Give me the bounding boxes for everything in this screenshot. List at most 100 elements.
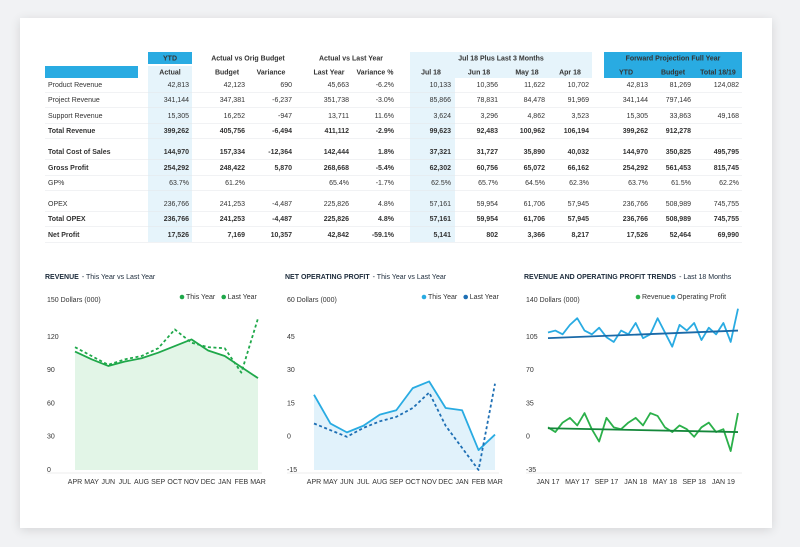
cell: 236,766: [623, 201, 648, 208]
x-tick-label: MAR: [250, 479, 266, 486]
cell: 254,292: [623, 165, 648, 172]
cell: 225,826: [324, 216, 349, 223]
column-header: Apr 18: [559, 69, 581, 76]
x-tick-label: FEB: [472, 479, 486, 486]
y-tick-label: -15: [287, 467, 297, 474]
cell: -3.0%: [376, 97, 394, 104]
row-label: Total Revenue: [48, 128, 95, 135]
cell: 13,711: [328, 113, 349, 120]
row-label: OPEX: [48, 201, 68, 208]
legend-label: Last Year: [470, 294, 500, 301]
cell: -2.9%: [376, 128, 395, 135]
cell: 5,870: [274, 165, 292, 172]
cell: 57,161: [430, 201, 452, 208]
title-sub: - This Year vs Last Year: [373, 274, 447, 281]
y-tick-label: 0: [526, 434, 530, 441]
y-axis-label: 140 Dollars (000): [526, 297, 580, 304]
chart-title: REVENUE - This Year vs Last Year: [45, 274, 156, 281]
area: [314, 381, 495, 470]
cell: 61.2%: [225, 180, 245, 187]
cell: 7,169: [227, 232, 245, 239]
y-tick-label: 35: [526, 400, 534, 407]
column-header: YTD: [619, 69, 633, 76]
group-header: Actual vs Last Year: [319, 55, 383, 62]
cell: 17,526: [627, 232, 649, 239]
cell: 268,668: [324, 165, 349, 172]
chart-title: NET OPERATING PROFIT - This Year vs Last …: [285, 274, 447, 281]
x-tick-label: SEP 17: [595, 479, 619, 486]
cell: 62.2%: [719, 180, 739, 187]
row-label: Project Revenue: [48, 97, 100, 104]
x-tick-label: DEC: [201, 479, 216, 486]
cell: 42,813: [168, 82, 190, 89]
cell: 690: [280, 82, 292, 89]
row-label: Support Revenue: [48, 113, 103, 120]
x-tick-label: JUN: [340, 479, 354, 486]
cell: 69,990: [718, 232, 740, 239]
cell: 81,269: [670, 82, 692, 89]
cell: 745,755: [714, 216, 739, 223]
x-tick-label: OCT: [167, 479, 183, 486]
row-label: Total Cost of Sales: [48, 149, 111, 156]
line: [313, 380, 496, 451]
x-tick-label: NOV: [422, 479, 438, 486]
x-tick-label: MAY: [323, 479, 338, 486]
x-tick-label: SEP: [389, 479, 403, 486]
cell: 399,262: [623, 128, 648, 135]
group-header: Forward Projection Full Year: [626, 55, 721, 62]
cell: -12,364: [268, 149, 292, 156]
cell: 802: [486, 232, 498, 239]
group-header: Jul 18 Plus Last 3 Months: [458, 55, 544, 62]
cell: 61.5%: [671, 180, 691, 187]
legend-dot: [179, 294, 185, 300]
trend-line: [547, 427, 739, 433]
cell: 33,863: [670, 113, 692, 120]
cell: 815,745: [714, 165, 739, 172]
cell: 508,989: [666, 201, 691, 208]
cell: 45,663: [328, 82, 350, 89]
cell: 62,302: [430, 165, 452, 172]
x-tick-label: MAY 18: [653, 479, 677, 486]
x-tick-label: JUL: [119, 479, 132, 486]
x-tick-label: AUG: [134, 479, 149, 486]
cell: 63.7%: [628, 180, 648, 187]
line: [74, 338, 259, 379]
x-tick-label: JAN: [218, 479, 231, 486]
cell: 347,381: [220, 97, 245, 104]
forward-header: [604, 52, 742, 78]
cell: 8,217: [571, 232, 589, 239]
legend-label: This Year: [428, 294, 458, 301]
cell: 241,253: [220, 216, 245, 223]
row-label: GP%: [48, 180, 64, 187]
x-tick-label: OCT: [405, 479, 421, 486]
legend-dot: [670, 294, 676, 300]
cell: 57,945: [568, 216, 590, 223]
legend-label: Revenue: [642, 294, 670, 301]
y-tick-label: 15: [287, 400, 295, 407]
cell: 84,478: [524, 97, 546, 104]
row-label: Net Profit: [48, 232, 80, 239]
cell: 100,962: [520, 128, 545, 135]
cell: -59.1%: [372, 232, 395, 239]
cell: 411,112: [324, 128, 349, 135]
x-tick-label: MAY 17: [565, 479, 589, 486]
cell: 49,168: [718, 113, 740, 120]
label-header-bar: [45, 66, 138, 78]
cell: 1.8%: [378, 149, 395, 156]
line: [74, 318, 259, 374]
legend-label: This Year: [186, 294, 216, 301]
cell: 64.5%: [525, 180, 545, 187]
x-tick-label: FEB: [235, 479, 249, 486]
cell: -6,494: [272, 128, 292, 135]
title-sub: - This Year vs Last Year: [82, 274, 156, 281]
cell: 241,253: [220, 201, 245, 208]
cell: 11.6%: [375, 113, 394, 120]
cell: 35,890: [524, 149, 546, 156]
cell: 62.3%: [569, 180, 589, 187]
cell: 66,162: [568, 165, 590, 172]
trend-line: [547, 329, 739, 340]
row-label: Product Revenue: [48, 82, 102, 89]
y-tick-label: 30: [47, 434, 55, 441]
y-axis-label: 150 Dollars (000): [47, 297, 101, 304]
